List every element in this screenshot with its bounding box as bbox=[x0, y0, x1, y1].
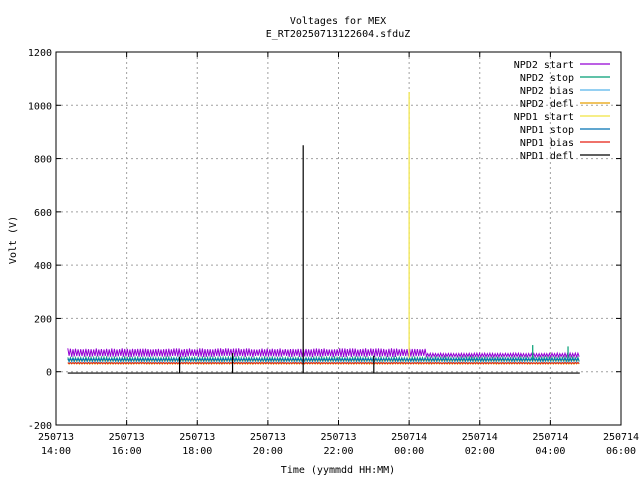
y-tick-label: 1200 bbox=[28, 48, 52, 59]
series-npd2-start bbox=[67, 348, 580, 359]
y-tick-label: 800 bbox=[34, 155, 52, 166]
legend: NPD2 start NPD2 stop NPD2 bias NPD2 defl NPD… bbox=[514, 60, 610, 162]
legend-label: NPD1 bias bbox=[520, 138, 574, 149]
y-tick-label: -200 bbox=[28, 421, 52, 432]
legend-label: NPD1 start bbox=[514, 112, 574, 123]
x-tick-time: 20:00 bbox=[253, 446, 283, 457]
plot-frame bbox=[55, 51, 622, 426]
x-tick-time: 00:00 bbox=[394, 446, 424, 457]
series-line bbox=[67, 357, 580, 363]
series-lines bbox=[67, 91, 580, 374]
legend-label: NPD1 stop bbox=[520, 125, 574, 136]
series-npd1-stop bbox=[67, 357, 580, 363]
legend-label: NPD2 defl bbox=[520, 99, 574, 110]
y-tick-label: 0 bbox=[46, 368, 52, 379]
x-ticks: 250713 14:00 250713 16:00 250713 18:00 250713 2… bbox=[38, 52, 639, 457]
chart-title: Voltages for MEX bbox=[290, 16, 386, 27]
series-npd1-bias bbox=[67, 361, 580, 365]
x-tick-date: 250714 bbox=[532, 432, 568, 443]
x-tick-date: 250714 bbox=[391, 432, 427, 443]
series-line bbox=[67, 361, 580, 365]
y-tick-label: 600 bbox=[34, 208, 52, 219]
x-tick-date: 250713 bbox=[179, 432, 215, 443]
y-ticks: -200 0 200 400 600 800 1000 1200 bbox=[28, 48, 621, 432]
x-tick-time: 16:00 bbox=[112, 446, 142, 457]
y-tick-label: 400 bbox=[34, 261, 52, 272]
x-tick-date: 250713 bbox=[250, 432, 286, 443]
legend-label: NPD2 stop bbox=[520, 73, 574, 84]
x-tick-time: 18:00 bbox=[182, 446, 212, 457]
series-npd1-start bbox=[67, 91, 580, 362]
series-npd1-defl bbox=[67, 145, 580, 374]
y-tick-label: 1000 bbox=[28, 101, 52, 112]
x-tick-date: 250713 bbox=[109, 432, 145, 443]
x-tick-date: 250714 bbox=[603, 432, 639, 443]
chart-subtitle: E_RT20250713122604.sfduZ bbox=[266, 29, 411, 40]
x-tick-time: 02:00 bbox=[465, 446, 495, 457]
x-axis-label: Time (yymmdd HH:MM) bbox=[281, 465, 395, 476]
x-tick-time: 14:00 bbox=[41, 446, 71, 457]
x-tick-time: 22:00 bbox=[323, 446, 353, 457]
x-tick-time: 04:00 bbox=[535, 446, 565, 457]
legend-label: NPD1 defl bbox=[520, 151, 574, 162]
x-tick-date: 250714 bbox=[462, 432, 498, 443]
legend-label: NPD2 start bbox=[514, 60, 574, 71]
legend-label: NPD2 bias bbox=[520, 86, 574, 97]
y-tick-label: 200 bbox=[34, 314, 52, 325]
x-tick-time: 06:00 bbox=[606, 446, 636, 457]
y-axis-label: Volt (V) bbox=[8, 216, 19, 264]
series-line bbox=[67, 348, 580, 359]
x-tick-date: 250713 bbox=[38, 432, 74, 443]
x-tick-date: 250713 bbox=[320, 432, 356, 443]
